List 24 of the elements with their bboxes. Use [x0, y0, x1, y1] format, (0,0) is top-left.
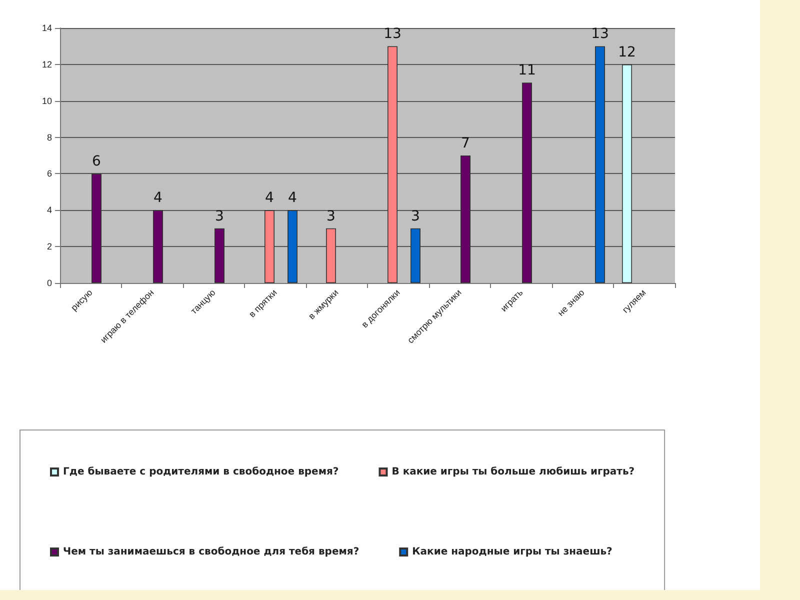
- legend-label: Какие народные игры ты знаешь?: [412, 546, 613, 558]
- y-tick-label: 14: [42, 23, 52, 33]
- y-tick-label: 4: [46, 205, 52, 216]
- data-label: 13: [591, 26, 609, 42]
- data-label: 4: [265, 190, 274, 206]
- data-label: 13: [384, 26, 402, 42]
- legend-label: Где бываете с родителями в свободное время?: [63, 466, 339, 478]
- legend-label: Чем ты занимаешься в свободное для тебя время?: [63, 546, 360, 558]
- y-tick-label: 6: [46, 168, 52, 179]
- data-label: 4: [288, 190, 298, 206]
- data-label: 3: [326, 208, 336, 224]
- data-label: 3: [215, 208, 224, 224]
- data-label: 11: [518, 62, 536, 79]
- y-tick-label: 12: [42, 59, 52, 70]
- y-tick-label: 8: [46, 132, 52, 142]
- legend-label: В какие игры ты больше любишь играть?: [392, 466, 635, 478]
- y-tick-label: 10: [42, 96, 52, 106]
- data-label: 7: [461, 136, 470, 152]
- data-label: 12: [618, 44, 636, 60]
- data-label: 6: [92, 154, 102, 170]
- y-tick-label: 0: [46, 278, 52, 288]
- data-label: 3: [411, 208, 420, 224]
- data-label: 4: [154, 190, 163, 206]
- y-tick-label: 2: [46, 242, 52, 252]
